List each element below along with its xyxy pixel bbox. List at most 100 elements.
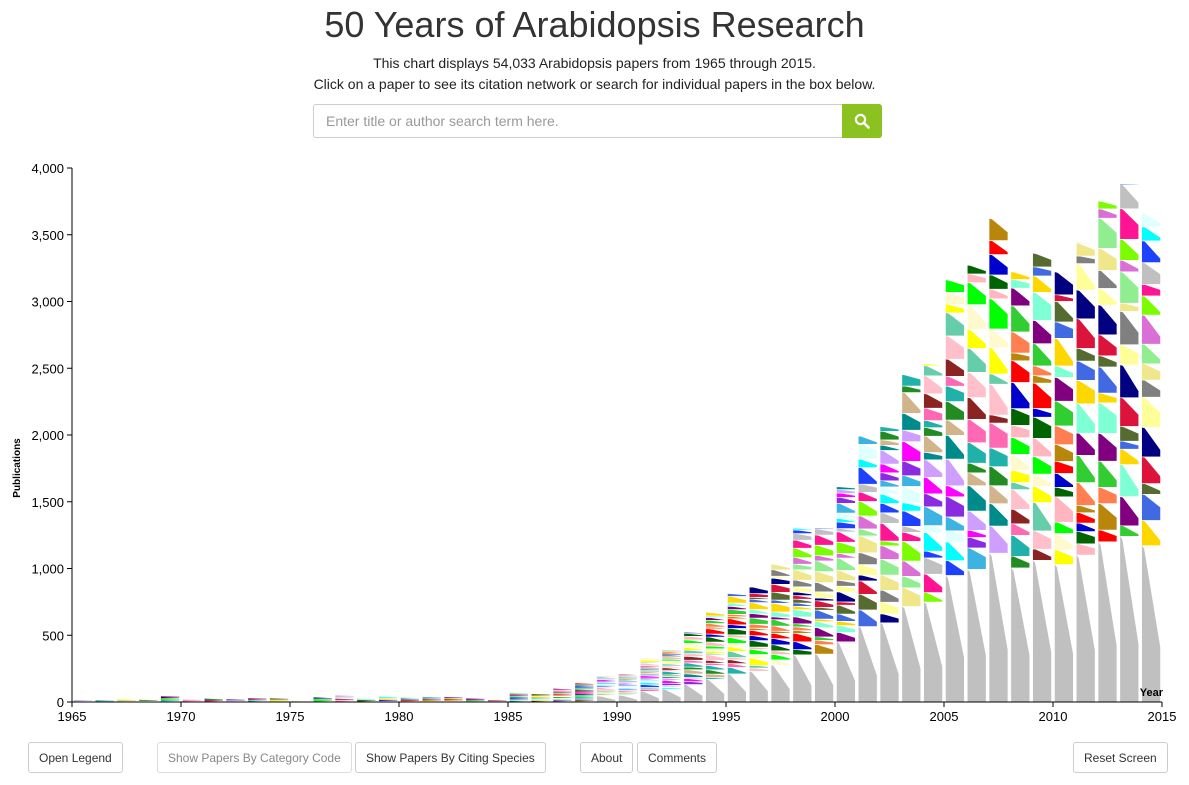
paper-group[interactable] — [749, 613, 768, 619]
paper-group[interactable] — [1076, 318, 1095, 349]
paper-group[interactable] — [487, 700, 507, 702]
paper-group[interactable] — [640, 687, 659, 690]
paper-group[interactable] — [858, 459, 877, 468]
paper-group[interactable] — [509, 695, 529, 697]
paper-group[interactable] — [727, 624, 747, 629]
paper-group[interactable] — [727, 673, 747, 702]
year-bar-2002[interactable] — [880, 426, 899, 702]
year-bar-1987[interactable] — [553, 688, 572, 702]
paper-group[interactable] — [1032, 549, 1052, 561]
paper-group[interactable] — [269, 698, 289, 700]
paper-group[interactable] — [553, 688, 572, 690]
paper-group[interactable] — [1098, 433, 1117, 462]
paper-group[interactable] — [858, 444, 877, 460]
paper-group[interactable] — [1076, 555, 1095, 702]
paper-group[interactable] — [814, 654, 834, 702]
paper-group[interactable] — [923, 477, 943, 494]
paper-group[interactable] — [967, 530, 986, 538]
paper-group[interactable] — [1098, 305, 1117, 335]
paper-group[interactable] — [771, 659, 790, 666]
paper-group[interactable] — [1032, 408, 1052, 418]
paper-group[interactable] — [793, 548, 812, 558]
paper-group[interactable] — [749, 618, 768, 625]
paper-group[interactable] — [923, 393, 943, 409]
paper-group[interactable] — [1032, 456, 1052, 475]
paper-group[interactable] — [793, 626, 812, 631]
paper-group[interactable] — [1098, 503, 1117, 531]
open-legend-button[interactable]: Open Legend — [28, 742, 123, 773]
paper-group[interactable] — [1120, 496, 1139, 526]
paper-group[interactable] — [596, 696, 616, 702]
paper-group[interactable] — [1054, 425, 1074, 445]
paper-group[interactable] — [858, 467, 877, 485]
year-bar-2007[interactable] — [989, 218, 1008, 702]
paper-group[interactable] — [1141, 226, 1161, 241]
paper-group[interactable] — [1120, 271, 1139, 304]
paper-group[interactable] — [1120, 184, 1139, 209]
paper-group[interactable] — [836, 528, 856, 532]
paper-group[interactable] — [923, 557, 943, 575]
paper-group[interactable] — [1076, 290, 1095, 319]
paper-group[interactable] — [814, 640, 834, 645]
paper-group[interactable] — [771, 644, 790, 651]
paper-group[interactable] — [989, 415, 1008, 424]
paper-group[interactable] — [1076, 263, 1095, 291]
paper-group[interactable] — [1054, 522, 1074, 534]
paper-group[interactable] — [771, 603, 790, 612]
paper-group[interactable] — [989, 423, 1008, 449]
paper-group[interactable] — [771, 626, 790, 632]
paper-group[interactable] — [1141, 363, 1161, 381]
year-bar-2005[interactable] — [945, 280, 965, 702]
paper-group[interactable] — [684, 660, 703, 663]
paper-group[interactable] — [749, 630, 768, 636]
paper-group[interactable] — [705, 612, 725, 616]
paper-group[interactable] — [902, 511, 921, 527]
paper-group[interactable] — [989, 218, 1008, 241]
paper-group[interactable] — [378, 699, 398, 701]
year-bar-1979[interactable] — [378, 696, 398, 702]
paper-group[interactable] — [684, 673, 703, 678]
paper-group[interactable] — [705, 646, 725, 649]
paper-group[interactable] — [684, 633, 703, 637]
paper-group[interactable] — [1076, 380, 1095, 404]
paper-group[interactable] — [640, 684, 659, 688]
paper-group[interactable] — [596, 688, 616, 690]
paper-group[interactable] — [662, 683, 681, 686]
paper-group[interactable] — [880, 450, 899, 465]
paper-group[interactable] — [1054, 294, 1074, 302]
paper-group[interactable] — [902, 502, 921, 512]
paper-group[interactable] — [1032, 530, 1052, 550]
paper-group[interactable] — [1011, 509, 1030, 524]
paper-group[interactable] — [95, 700, 114, 702]
paper-group[interactable] — [378, 697, 398, 699]
paper-group[interactable] — [727, 628, 747, 635]
paper-group[interactable] — [1076, 403, 1095, 434]
paper-group[interactable] — [509, 699, 529, 701]
paper-group[interactable] — [880, 523, 899, 542]
paper-group[interactable] — [814, 619, 834, 622]
paper-group[interactable] — [945, 496, 965, 517]
paper-group[interactable] — [749, 654, 768, 659]
paper-group[interactable] — [509, 696, 529, 698]
paper-group[interactable] — [1141, 315, 1161, 345]
paper-group[interactable] — [1011, 482, 1030, 490]
paper-group[interactable] — [509, 697, 529, 699]
paper-group[interactable] — [814, 607, 834, 611]
paper-group[interactable] — [575, 685, 594, 687]
paper-group[interactable] — [1141, 545, 1161, 702]
paper-group[interactable] — [727, 667, 747, 674]
paper-group[interactable] — [727, 646, 747, 652]
paper-group[interactable] — [705, 677, 725, 680]
paper-group[interactable] — [902, 561, 921, 577]
paper-group[interactable] — [749, 585, 768, 588]
paper-group[interactable] — [880, 512, 899, 524]
paper-group[interactable] — [814, 598, 834, 601]
paper-group[interactable] — [596, 679, 616, 682]
paper-group[interactable] — [705, 620, 725, 624]
year-bar-1973[interactable] — [248, 697, 267, 702]
paper-group[interactable] — [640, 663, 659, 666]
paper-group[interactable] — [902, 374, 921, 387]
paper-group[interactable] — [858, 594, 877, 610]
paper-group[interactable] — [967, 273, 986, 283]
paper-group[interactable] — [923, 375, 943, 394]
